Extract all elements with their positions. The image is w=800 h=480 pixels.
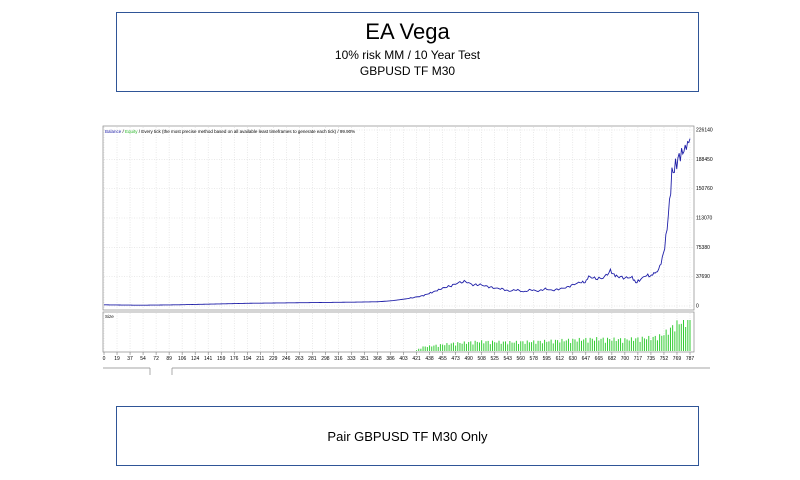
- y-tick-label: 150760: [696, 186, 713, 192]
- y-tick-label: 37690: [696, 274, 710, 280]
- x-tick-label: 647: [582, 356, 591, 362]
- x-tick-label: 19: [114, 356, 120, 362]
- report-pair: GBPUSD TF M30: [359, 64, 456, 78]
- report-title: EA Vega: [365, 19, 450, 44]
- balance-line: [103, 138, 691, 306]
- y-axis-ticks: 0 37690 75380 113070 150760 188450 226140: [696, 128, 713, 310]
- x-tick-label: 72: [153, 356, 159, 362]
- x-tick-label: 229: [269, 356, 278, 362]
- x-tick-label: 368: [373, 356, 382, 362]
- legend-separator: /: [121, 129, 125, 134]
- chart-legend: Balance / Equity / Every tick (the most …: [105, 129, 355, 134]
- x-tick-label: 752: [660, 356, 669, 362]
- x-tick-label: 769: [673, 356, 682, 362]
- x-tick-label: 595: [543, 356, 552, 362]
- line-layer: [103, 138, 691, 306]
- x-tick-label: 0: [103, 356, 106, 362]
- y-tick-label: 226140: [696, 128, 713, 134]
- x-tick-label: 735: [647, 356, 656, 362]
- x-tick-label: 386: [386, 356, 395, 362]
- x-tick-label: 560: [517, 356, 526, 362]
- x-tick-label: 54: [140, 356, 146, 362]
- x-tick-label: 351: [360, 356, 369, 362]
- y-tick-label: 113070: [696, 216, 713, 222]
- x-tick-label: 717: [634, 356, 643, 362]
- x-tick-label: 263: [295, 356, 304, 362]
- y-tick-label: 75380: [696, 245, 710, 251]
- x-tick-label: 630: [569, 356, 578, 362]
- x-tick-label: 525: [490, 356, 499, 362]
- x-tick-label: 159: [217, 356, 226, 362]
- x-tick-label: 787: [686, 356, 695, 362]
- x-tick-label: 141: [204, 356, 213, 362]
- x-tick-label: 665: [595, 356, 604, 362]
- x-tick-label: 89: [166, 356, 172, 362]
- x-tick-label: 176: [230, 356, 239, 362]
- x-tick-label: 543: [504, 356, 513, 362]
- x-tick-label: 490: [464, 356, 473, 362]
- y-tick-label: 188450: [696, 157, 713, 163]
- volume-label: Size: [105, 314, 114, 319]
- x-tick-label: 421: [412, 356, 421, 362]
- x-tick-label: 438: [425, 356, 434, 362]
- x-tick-label: 612: [556, 356, 565, 362]
- report-subtitle: 10% risk MM / 10 Year Test: [334, 48, 481, 62]
- x-tick-label: 682: [608, 356, 617, 362]
- x-tick-label: 403: [399, 356, 408, 362]
- legend-balance: Balance: [105, 129, 122, 134]
- footer-note: Pair GBPUSD TF M30 Only: [327, 429, 488, 444]
- x-tick-label: 455: [438, 356, 447, 362]
- grid-layer: [103, 127, 693, 351]
- volume-panel: [102, 311, 695, 353]
- x-tick-label: 194: [243, 356, 252, 362]
- y-tick-label: 0: [696, 304, 699, 310]
- x-tick-label: 281: [308, 356, 317, 362]
- x-tick-label: 700: [621, 356, 630, 362]
- x-tick-label: 298: [321, 356, 330, 362]
- x-tick-label: 106: [178, 356, 187, 362]
- x-tick-label: 246: [282, 356, 291, 362]
- x-tick-label: 124: [191, 356, 200, 362]
- x-tick-label: 316: [334, 356, 343, 362]
- x-tick-label: 333: [347, 356, 356, 362]
- x-tick-label: 578: [530, 356, 539, 362]
- volume-layer: [416, 320, 691, 351]
- header-box: EA Vega 10% risk MM / 10 Year Test GBPUS…: [116, 12, 699, 92]
- footer-box: Pair GBPUSD TF M30 Only: [116, 406, 699, 466]
- legend-equity: Equity: [125, 129, 138, 134]
- x-tick-label: 508: [477, 356, 486, 362]
- x-tick-label: 211: [256, 356, 264, 362]
- x-tick-label: 37: [127, 356, 133, 362]
- legend-info: / Every tick (the most precise method ba…: [138, 129, 356, 134]
- x-tick-label: 473: [451, 356, 460, 362]
- x-axis-ticks: 0 19 37 54 72 89 106 124 141 159 176 194 211 229 246 26…: [103, 352, 695, 362]
